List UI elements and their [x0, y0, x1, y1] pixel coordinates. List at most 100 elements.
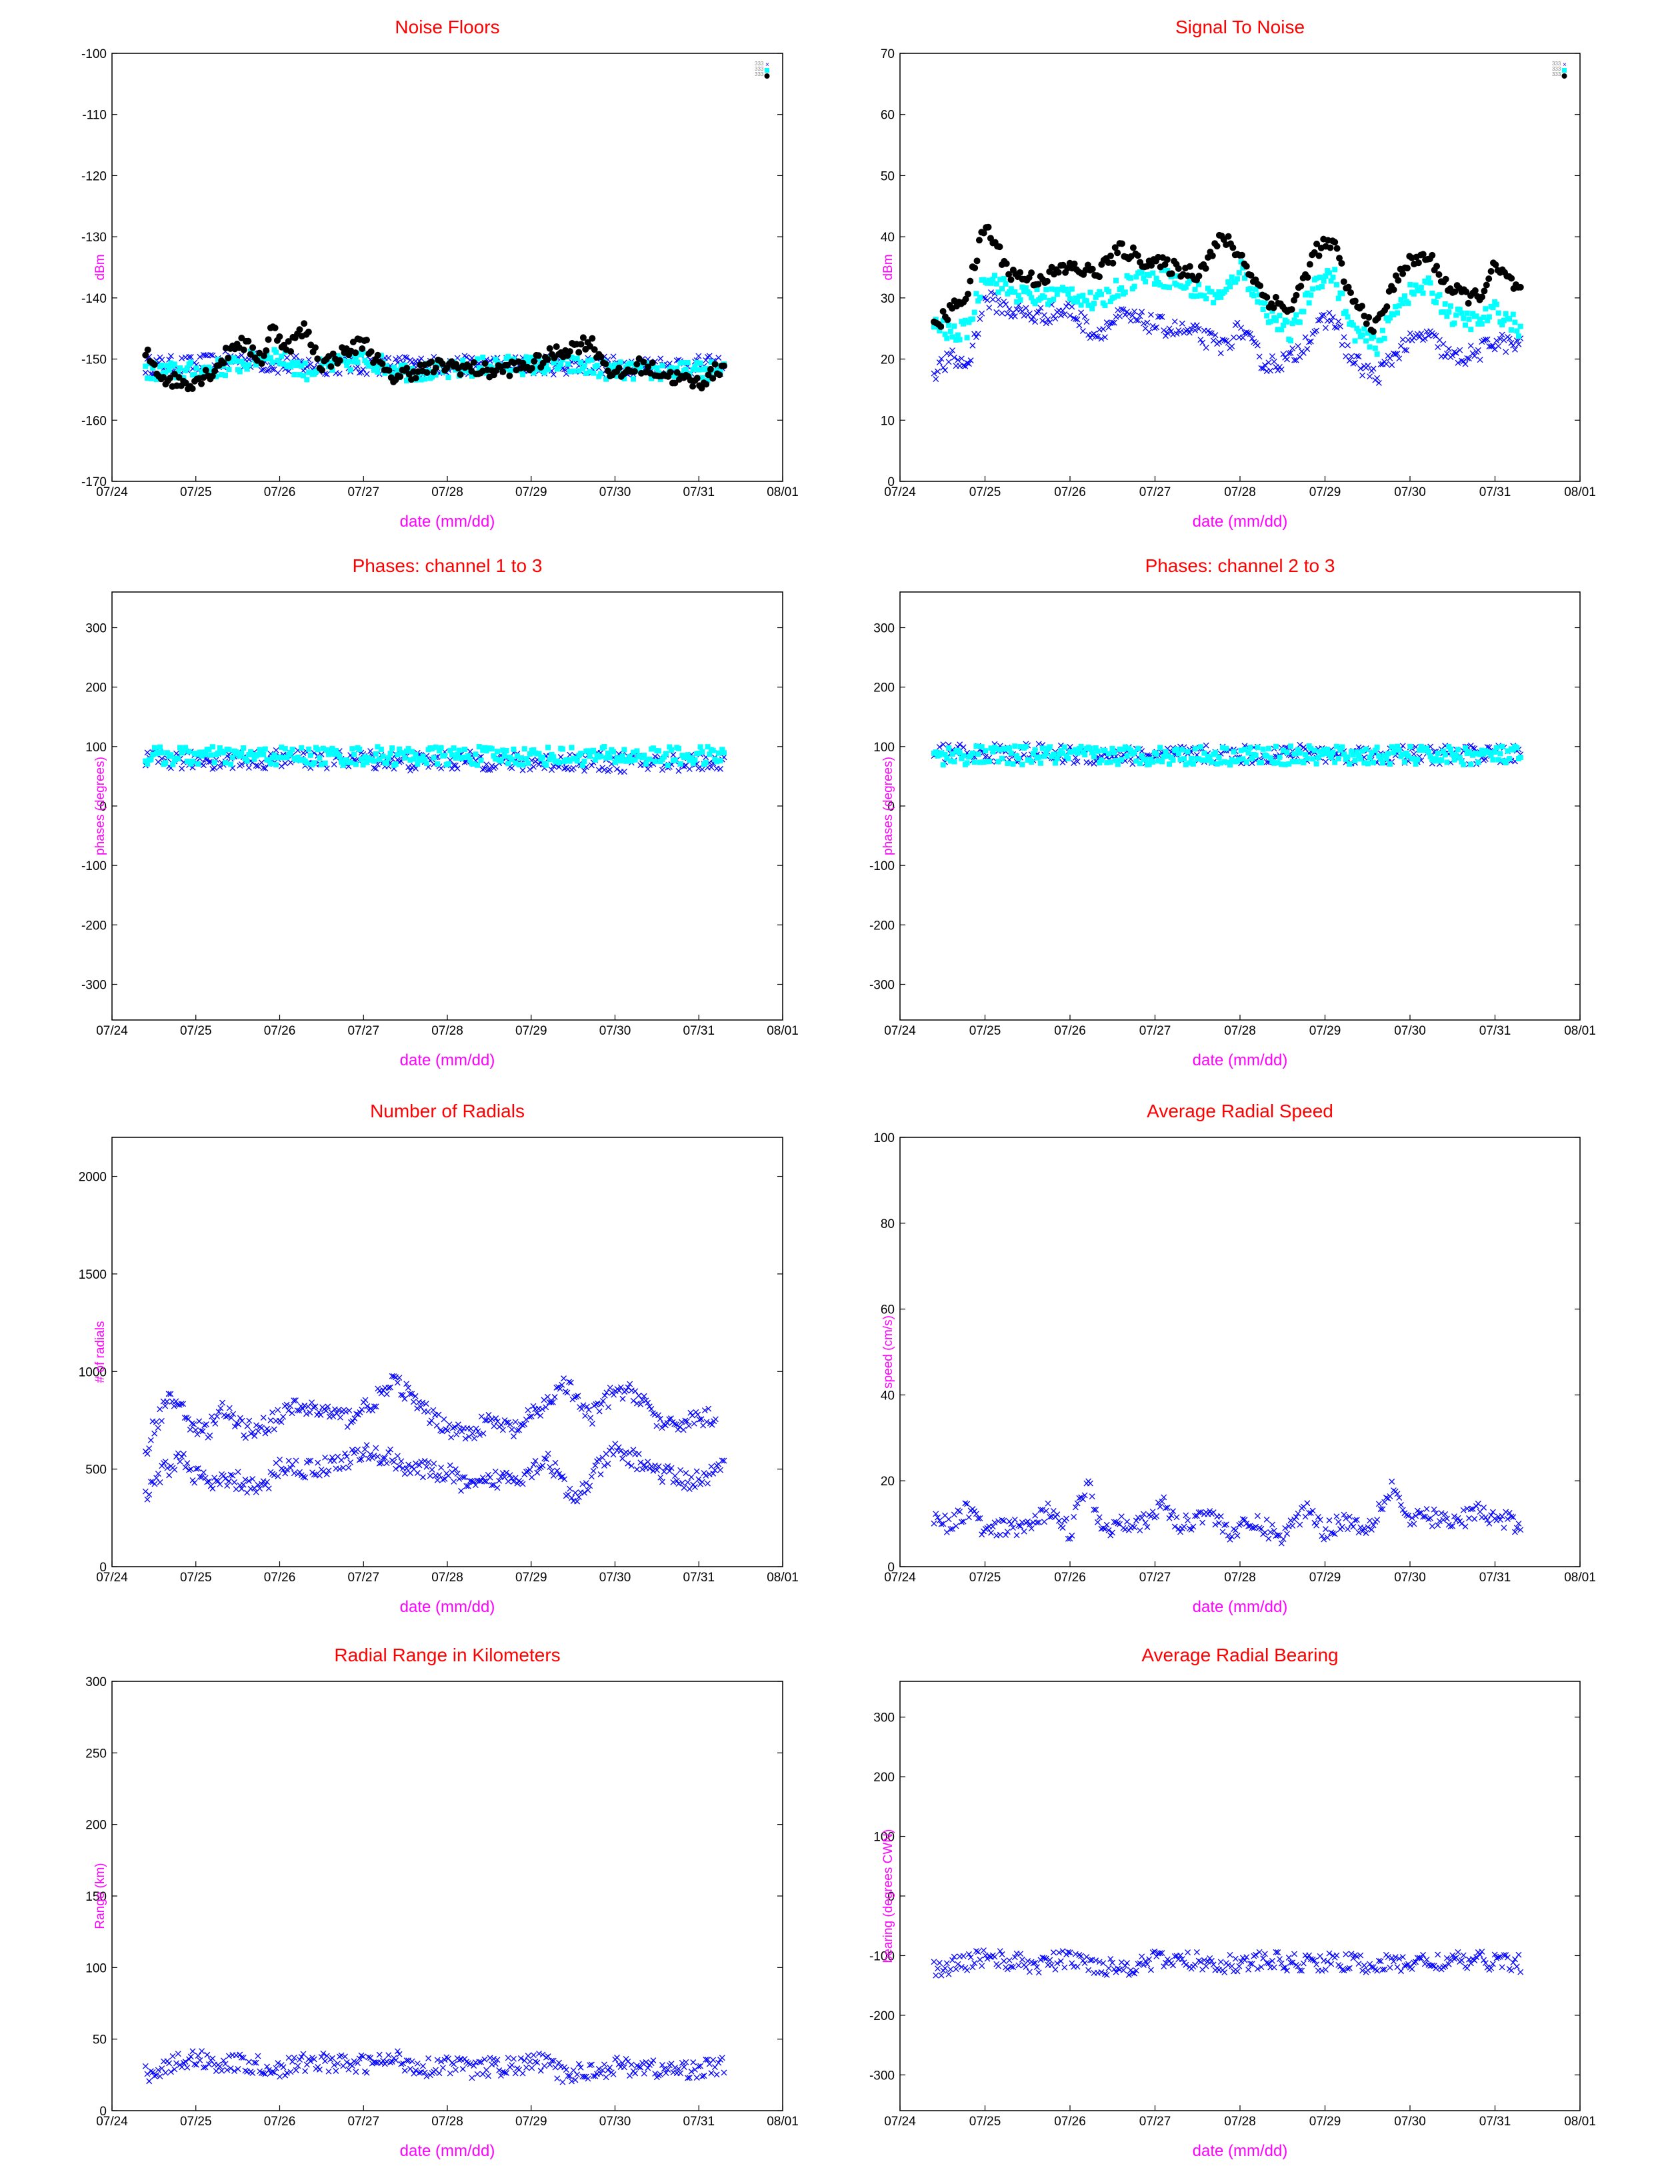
data-point — [703, 1419, 710, 1425]
data-point — [1396, 1955, 1403, 1962]
data-point — [436, 1472, 443, 1479]
data-point — [505, 761, 511, 767]
x-tick-label: 07/24 — [96, 1024, 128, 1038]
data-point — [496, 1477, 503, 1484]
x-tick-label: 07/25 — [969, 2115, 1001, 2129]
data-point — [672, 2065, 678, 2071]
data-point — [1074, 1963, 1081, 1970]
data-point — [1467, 1506, 1474, 1513]
data-point — [1304, 290, 1310, 296]
data-point — [498, 1421, 505, 1428]
data-point — [1147, 1513, 1154, 1520]
data-point — [1343, 353, 1349, 359]
data-point — [1394, 743, 1400, 749]
data-point — [253, 2059, 259, 2066]
data-point — [936, 359, 943, 366]
data-point — [1322, 1966, 1329, 1973]
data-point — [971, 759, 977, 765]
data-point — [249, 1476, 256, 1482]
data-point — [969, 342, 976, 349]
data-point — [144, 346, 151, 353]
chart-title: Noise Floors — [395, 17, 499, 37]
data-point — [682, 1417, 689, 1424]
data-point — [1508, 275, 1515, 282]
data-point — [672, 757, 678, 763]
data-point — [1503, 349, 1509, 355]
data-point — [206, 759, 212, 765]
data-point — [317, 1411, 324, 1418]
data-point — [1105, 324, 1112, 331]
data-point — [473, 751, 479, 757]
data-point — [299, 745, 305, 751]
data-point — [478, 757, 484, 763]
data-point — [1122, 289, 1128, 295]
data-point — [1043, 750, 1049, 756]
data-point — [585, 1487, 591, 1493]
data-point — [337, 754, 343, 760]
data-point — [201, 1422, 208, 1429]
data-point — [1073, 295, 1079, 301]
data-point — [1161, 327, 1167, 333]
data-point — [1014, 299, 1020, 305]
data-point — [1304, 274, 1311, 281]
data-point — [656, 370, 662, 376]
data-point — [1280, 1965, 1287, 1971]
data-point — [217, 745, 223, 751]
data-point — [656, 748, 662, 754]
data-point — [257, 1423, 263, 1430]
data-point — [1503, 759, 1509, 765]
data-point — [262, 746, 268, 752]
data-point — [323, 1407, 329, 1414]
data-point — [1135, 1961, 1141, 1967]
data-point — [1398, 297, 1404, 303]
data-point — [300, 373, 306, 379]
data-point — [1322, 759, 1329, 765]
data-point — [231, 2068, 238, 2074]
data-point — [629, 361, 635, 367]
data-point — [1137, 313, 1143, 319]
data-point — [419, 2063, 426, 2069]
x-tick-label: 07/24 — [96, 2115, 128, 2129]
data-point — [964, 1967, 971, 1973]
data-point — [1207, 1955, 1213, 1961]
data-point — [293, 2067, 299, 2073]
data-point — [1331, 324, 1338, 331]
data-point — [180, 1451, 187, 1457]
x-tick-label: 08/01 — [1564, 2115, 1596, 2129]
series-x-0 — [142, 1441, 727, 1505]
data-point — [1047, 1957, 1053, 1963]
data-point — [1187, 760, 1193, 766]
data-point — [1105, 1527, 1112, 1533]
data-point — [405, 2057, 412, 2064]
data-point — [1179, 1956, 1185, 1963]
data-point — [611, 365, 617, 371]
data-point — [1485, 275, 1493, 283]
data-point — [1499, 331, 1505, 338]
data-point — [1177, 757, 1183, 763]
data-point — [600, 1397, 606, 1404]
data-point — [1503, 1509, 1509, 1515]
data-point — [1291, 357, 1297, 363]
data-point — [601, 1462, 607, 1469]
data-point — [1021, 751, 1027, 758]
data-point — [659, 2062, 665, 2068]
data-point — [1341, 1967, 1347, 1974]
data-point — [402, 755, 408, 761]
data-point — [1105, 751, 1111, 757]
data-point — [1269, 353, 1275, 359]
data-point — [1403, 1512, 1410, 1518]
data-point — [1114, 249, 1121, 257]
data-point — [1297, 283, 1305, 290]
data-point — [311, 344, 319, 351]
data-point — [151, 745, 157, 751]
data-point — [452, 1466, 459, 1473]
data-point — [1067, 1535, 1073, 1542]
x-tick-label: 07/28 — [431, 1571, 463, 1585]
data-point — [1481, 337, 1487, 344]
data-point — [1201, 293, 1207, 299]
data-point — [521, 746, 527, 752]
data-point — [1033, 309, 1040, 316]
data-point — [258, 759, 265, 766]
data-point — [1109, 259, 1117, 267]
x-tick-label: 08/01 — [1564, 1571, 1596, 1585]
